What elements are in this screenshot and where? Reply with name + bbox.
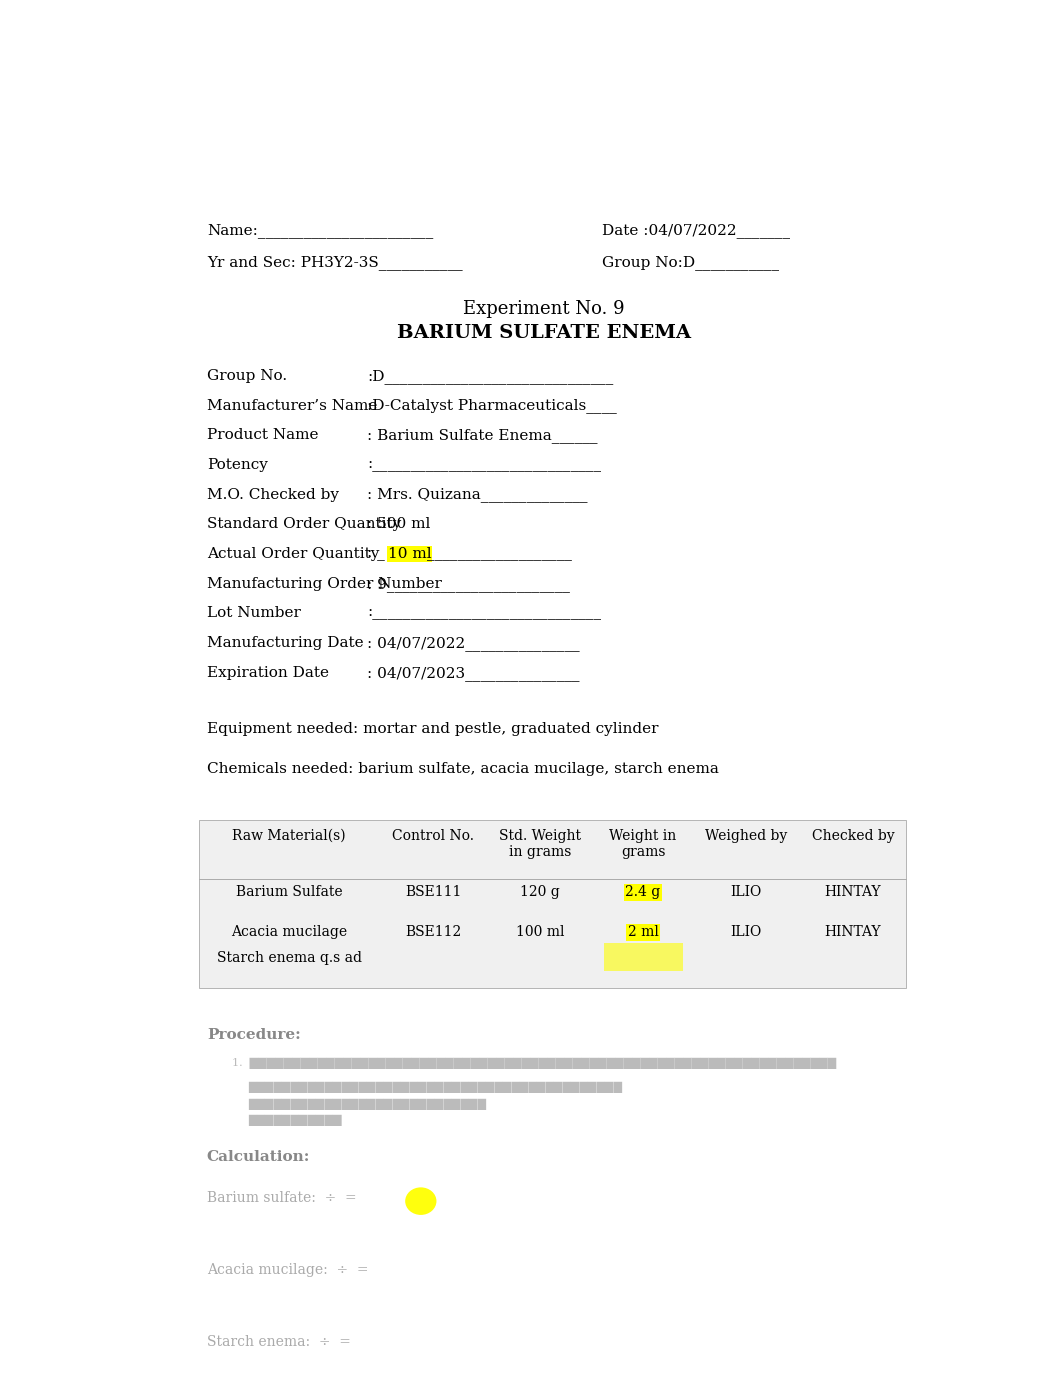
Text: Calculation:: Calculation:: [207, 1150, 310, 1164]
Text: Group No.: Group No.: [207, 369, 287, 383]
Ellipse shape: [406, 1260, 436, 1287]
Text: Weight in
grams: Weight in grams: [610, 829, 676, 859]
Text: HINTAY: HINTAY: [824, 925, 881, 939]
Text: ILIO: ILIO: [731, 885, 761, 899]
Text: : 500 ml: : 500 ml: [367, 518, 431, 532]
Text: Starch enema:  ÷  =: Starch enema: ÷ =: [207, 1334, 359, 1348]
Text: : Barium Sulfate Enema______: : Barium Sulfate Enema______: [367, 428, 598, 443]
Text: Actual Order Quantity: Actual Order Quantity: [207, 547, 379, 560]
Text: Raw Material(s): Raw Material(s): [233, 829, 346, 843]
Text: :D-Catalyst Pharmaceuticals____: :D-Catalyst Pharmaceuticals____: [367, 398, 617, 413]
Text: ████████████████████████████: ████████████████████████████: [249, 1099, 486, 1110]
Text: 10 ml: 10 ml: [388, 547, 431, 560]
Text: : Mrs. Quizana______________: : Mrs. Quizana______________: [367, 487, 588, 503]
Text: : 9________________________: : 9________________________: [367, 577, 570, 592]
Text: Lot Number: Lot Number: [207, 606, 301, 620]
Text: Name:_______________________: Name:_______________________: [207, 223, 433, 238]
Text: Experiment No. 9: Experiment No. 9: [463, 300, 626, 318]
Text: ___________________: ___________________: [427, 547, 572, 560]
Text: Checked by: Checked by: [811, 829, 894, 843]
Text: Potency: Potency: [207, 459, 268, 472]
Text: 2 ml: 2 ml: [628, 925, 658, 939]
Text: 1.  █████████████████████████████████████████████████████████████████████: 1. █████████████████████████████████████…: [232, 1058, 836, 1069]
Text: Barium sulfate:  ÷  =: Barium sulfate: ÷ =: [207, 1191, 365, 1205]
Text: Acacia mucilage: Acacia mucilage: [232, 925, 347, 939]
Text: Expiration Date: Expiration Date: [207, 665, 329, 680]
Text: Manufacturing Date: Manufacturing Date: [207, 636, 363, 650]
Text: Date :04/07/2022_______: Date :04/07/2022_______: [602, 223, 790, 238]
Text: Procedure:: Procedure:: [207, 1029, 301, 1042]
Text: : _: : _: [367, 547, 386, 560]
Text: :______________________________: :______________________________: [367, 459, 601, 472]
Ellipse shape: [400, 1332, 442, 1359]
Text: 100 ml: 100 ml: [516, 925, 564, 939]
Text: HINTAY: HINTAY: [824, 885, 881, 899]
Text: Barium Sulfate: Barium Sulfate: [236, 885, 342, 899]
Text: Std. Weight
in grams: Std. Weight in grams: [499, 829, 581, 859]
Text: Standard Order Quantity: Standard Order Quantity: [207, 518, 401, 532]
Text: Manufacturing Order Number: Manufacturing Order Number: [207, 577, 442, 591]
Text: : 04/07/2022_______________: : 04/07/2022_______________: [367, 636, 580, 651]
Text: Chemicals needed: barium sulfate, acacia mucilage, starch enema: Chemicals needed: barium sulfate, acacia…: [207, 763, 719, 777]
Text: BSE112: BSE112: [405, 925, 461, 939]
Text: 2.4 g: 2.4 g: [626, 885, 661, 899]
Text: : 04/07/2023_______________: : 04/07/2023_______________: [367, 665, 580, 680]
Text: Manufacturer’s Name: Manufacturer’s Name: [207, 398, 377, 413]
FancyBboxPatch shape: [199, 821, 907, 989]
Text: Yr and Sec: PH3Y2-3S___________: Yr and Sec: PH3Y2-3S___________: [207, 255, 462, 270]
Text: ILIO: ILIO: [731, 925, 761, 939]
Text: :D______________________________: :D______________________________: [367, 369, 614, 384]
Text: :______________________________: :______________________________: [367, 606, 601, 620]
Text: ████████████████████████████████████████████: ████████████████████████████████████████…: [249, 1081, 622, 1092]
Ellipse shape: [406, 1187, 436, 1215]
Text: Weighed by: Weighed by: [705, 829, 787, 843]
Text: Equipment needed: mortar and pestle, graduated cylinder: Equipment needed: mortar and pestle, gra…: [207, 722, 658, 735]
Text: Starch enema q.s ad: Starch enema q.s ad: [217, 952, 362, 965]
Text: BSE111: BSE111: [405, 885, 461, 899]
Text: Acacia mucilage:  ÷  =: Acacia mucilage: ÷ =: [207, 1263, 377, 1276]
Text: Control No.: Control No.: [392, 829, 474, 843]
Text: BARIUM SULFATE ENEMA: BARIUM SULFATE ENEMA: [397, 325, 691, 343]
Text: M.O. Checked by: M.O. Checked by: [207, 487, 339, 501]
Text: ███████████: ███████████: [249, 1115, 342, 1126]
Text: Product Name: Product Name: [207, 428, 319, 442]
Text: 120 g: 120 g: [520, 885, 560, 899]
Text: Group No:D___________: Group No:D___________: [602, 255, 778, 270]
FancyBboxPatch shape: [603, 943, 683, 971]
